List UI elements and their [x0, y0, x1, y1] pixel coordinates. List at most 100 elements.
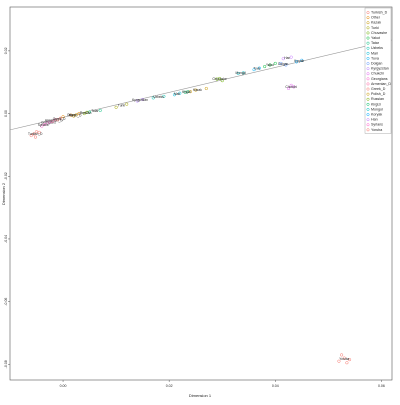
point — [194, 88, 198, 92]
legend-marker — [366, 102, 370, 106]
legend-label: Turkish_D — [371, 11, 388, 15]
legend-label: Kyrgyzstan — [371, 67, 389, 71]
legend-label: Kazak — [371, 21, 381, 25]
cluster-label: Uzbeks — [153, 95, 164, 99]
point — [345, 361, 349, 365]
legend-label: Tatar — [371, 41, 380, 45]
cluster-label: Other — [67, 113, 76, 117]
point — [273, 61, 277, 65]
point — [58, 116, 62, 120]
legend-marker — [366, 21, 370, 25]
point — [284, 63, 288, 67]
point — [279, 61, 283, 65]
legend-label: Other — [371, 16, 381, 20]
y-tick-label: -0.02 — [4, 172, 8, 180]
point — [281, 57, 285, 61]
legend-marker — [366, 87, 370, 91]
x-axis-label: Dimension 1 — [189, 393, 212, 398]
point — [220, 79, 224, 83]
point — [48, 120, 52, 124]
point — [42, 122, 47, 127]
y-tick-label: 0.02 — [4, 47, 8, 54]
legend-marker — [366, 67, 370, 71]
point — [40, 124, 44, 128]
point — [151, 96, 155, 100]
point — [125, 102, 129, 106]
legend-label: Mari — [371, 51, 378, 55]
cluster-label: Kirgizi — [182, 90, 191, 94]
cluster-label: Turkish_D — [28, 132, 43, 136]
legend-label: Koryak — [371, 113, 382, 117]
point — [85, 110, 89, 114]
cluster-label: Georgians — [41, 121, 56, 125]
legend-marker — [366, 92, 370, 96]
point — [348, 358, 352, 362]
cluster-label: Kyrgyzstan — [132, 98, 148, 102]
point — [77, 112, 81, 116]
point — [286, 86, 291, 91]
legend-marker — [366, 113, 370, 117]
x-tick-label: 0.06 — [378, 384, 385, 388]
legend-marker — [366, 97, 370, 101]
point — [114, 105, 118, 109]
legend-label: Georgians — [371, 77, 388, 81]
point — [56, 118, 60, 122]
point — [74, 113, 78, 117]
point — [263, 65, 267, 69]
cluster-label: Yakut — [266, 63, 274, 67]
legend-marker — [366, 41, 370, 45]
legend-marker — [366, 16, 370, 20]
point — [33, 135, 38, 139]
x-tick-label: 0.04 — [272, 384, 279, 388]
point — [50, 119, 54, 123]
cluster-label: Han — [284, 56, 290, 60]
legend-marker — [366, 26, 370, 30]
legend-label: Chuvashe — [371, 31, 387, 35]
cluster-label: Armenian_D — [45, 118, 63, 122]
y-axis-label: Dimension 2 — [1, 182, 6, 205]
legend-label: Syrians — [371, 123, 383, 127]
point — [69, 113, 73, 117]
cluster-label: Mari — [174, 92, 180, 96]
legend-label: Russian — [371, 97, 384, 101]
point — [337, 359, 341, 363]
point — [82, 112, 86, 116]
legend-marker — [366, 72, 370, 76]
point — [218, 76, 222, 81]
legend-label: Tuva — [371, 56, 379, 60]
legend-label: Mongol — [371, 107, 383, 111]
cluster-label: Syrians — [38, 123, 49, 127]
point — [300, 58, 304, 62]
legend-marker — [366, 62, 370, 65]
point — [37, 130, 41, 134]
point — [294, 60, 299, 64]
point — [268, 63, 272, 67]
cluster-label: Kazak — [193, 88, 202, 92]
point — [141, 97, 145, 102]
cluster-label: Dolgan — [278, 62, 288, 66]
point — [61, 115, 65, 119]
cluster-label: Russian — [80, 111, 92, 115]
point — [32, 132, 36, 136]
legend-marker — [366, 82, 370, 86]
legend-marker — [366, 46, 370, 50]
cluster-label: Mongol — [236, 71, 247, 75]
legend-marker — [366, 36, 370, 40]
cluster-label: Koryak — [294, 59, 304, 63]
legend-marker — [366, 118, 370, 122]
point — [292, 85, 296, 89]
y-tick-label: -0.06 — [4, 298, 8, 306]
legend-marker — [366, 31, 370, 35]
legend-label: Uzbeks — [371, 46, 383, 50]
legend-label: Dolgan — [371, 62, 382, 66]
cluster-label: Tatar — [91, 109, 99, 113]
point — [204, 86, 208, 91]
point — [186, 90, 190, 94]
y-tick-label: 0.00 — [4, 110, 8, 117]
legend-label: Han — [371, 118, 378, 122]
y-tick-label: -0.08 — [4, 360, 8, 368]
legend-label: Kirgizi — [371, 102, 381, 106]
legend-marker — [366, 77, 370, 81]
point — [162, 94, 166, 98]
y-tick-label: -0.04 — [4, 235, 8, 243]
